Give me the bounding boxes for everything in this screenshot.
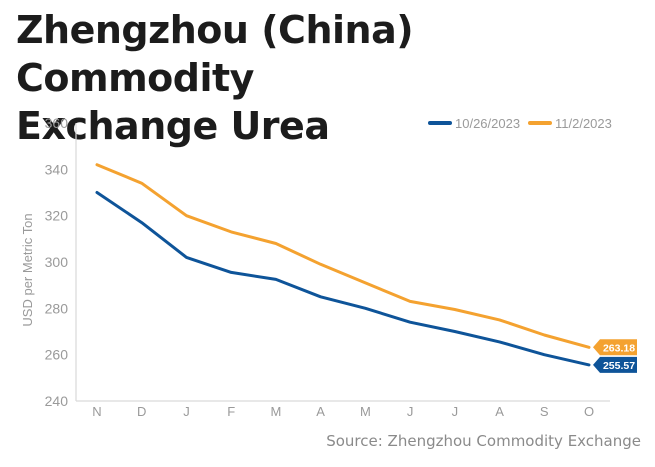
chart-legend: 10/26/2023 11/2/2023 <box>428 116 612 131</box>
legend-label: 11/2/2023 <box>555 116 612 131</box>
chart-title: Zhengzhou (China) Commodity Exchange Ure… <box>16 6 646 150</box>
end-label-tag <box>593 339 637 356</box>
x-tick-label: J <box>407 404 414 419</box>
y-tick-label: 300 <box>45 254 69 270</box>
x-tick-label: O <box>584 404 594 419</box>
y-tick-label: 360 <box>45 115 69 131</box>
x-tick-label: A <box>316 404 325 419</box>
y-tick-label: 340 <box>45 161 69 177</box>
x-tick-label: A <box>495 404 504 419</box>
y-tick-label: 280 <box>45 300 69 316</box>
x-tick-label: M <box>360 404 371 419</box>
y-tick-label: 320 <box>45 208 69 224</box>
end-label-text: 255.57 <box>603 360 635 372</box>
y-tick-label: 260 <box>45 347 69 363</box>
y-axis-label-group: USD per Metric Ton <box>20 213 35 326</box>
chart-title-line-1: Zhengzhou (China) Commodity <box>16 8 414 100</box>
x-tick-label: M <box>270 404 281 419</box>
series-line <box>95 191 591 367</box>
source-note: Source: Zhengzhou Commodity Exchange <box>326 432 641 450</box>
chart-title-line-2: Exchange Urea <box>16 104 330 148</box>
y-tick-label: 240 <box>45 393 69 409</box>
x-tick-label: J <box>452 404 459 419</box>
legend-label: 10/26/2023 <box>455 116 520 131</box>
end-label-text: 263.18 <box>603 342 635 354</box>
end-value-labels: 255.57 263.18 <box>593 339 637 373</box>
x-tick-label: J <box>183 404 190 419</box>
end-label-tag <box>593 356 637 373</box>
x-tick-label: F <box>227 404 235 419</box>
series-line <box>95 163 591 349</box>
x-tick-label: N <box>92 404 101 419</box>
y-axis-label: USD per Metric Ton <box>20 213 35 326</box>
chart-series <box>95 163 591 367</box>
x-tick-label: S <box>540 404 549 419</box>
chart-axes: 240 260 280 300 320 340 360 N D J F M A M J J A S O <box>45 115 610 419</box>
x-tick-label: D <box>137 404 146 419</box>
